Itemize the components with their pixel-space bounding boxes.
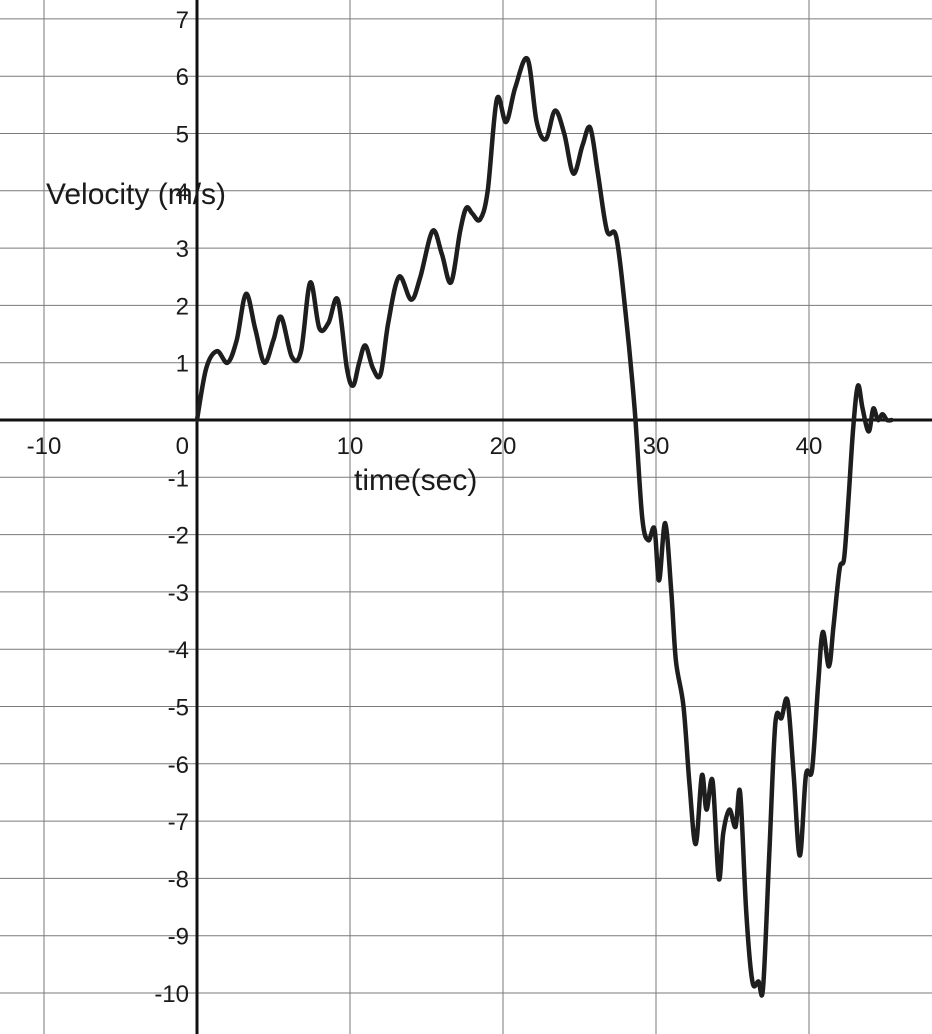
y-tick-label: 2 xyxy=(176,293,189,320)
y-tick-label: -9 xyxy=(168,924,189,951)
y-tick-label: -2 xyxy=(168,523,189,550)
x-tick-label: 10 xyxy=(337,433,364,460)
y-tick-label: 4 xyxy=(176,179,189,206)
y-tick-label: -8 xyxy=(168,866,189,893)
y-axis-label: Velocity (m/s) xyxy=(46,178,226,211)
y-tick-label: -7 xyxy=(168,809,189,836)
x-tick-label: 20 xyxy=(490,433,517,460)
x-axis-label: time(sec) xyxy=(354,464,477,497)
y-tick-label: 7 xyxy=(176,7,189,34)
y-tick-label: 5 xyxy=(176,122,189,149)
x-tick-label: -10 xyxy=(27,433,62,460)
x-tick-label: 0 xyxy=(176,433,189,460)
y-tick-label: -3 xyxy=(168,580,189,607)
y-tick-label: -5 xyxy=(168,695,189,722)
y-tick-label: 1 xyxy=(176,351,189,378)
velocity-series-line xyxy=(194,55,894,998)
y-tick-label: -1 xyxy=(168,465,189,492)
y-tick-label: 6 xyxy=(176,64,189,91)
y-tick-label: -6 xyxy=(168,752,189,779)
y-tick-label: -4 xyxy=(168,637,189,664)
y-tick-label: 3 xyxy=(176,236,189,263)
tick-labels: -10 0 10 20 30 40 -10 -9 -8 -7 -6 -5 -4 -3 -2 -1 1 2 3 4 5 6 7 xyxy=(27,7,823,1008)
x-tick-label: 40 xyxy=(796,433,823,460)
y-tick-label: -10 xyxy=(154,981,189,1008)
x-tick-label: 30 xyxy=(643,433,670,460)
